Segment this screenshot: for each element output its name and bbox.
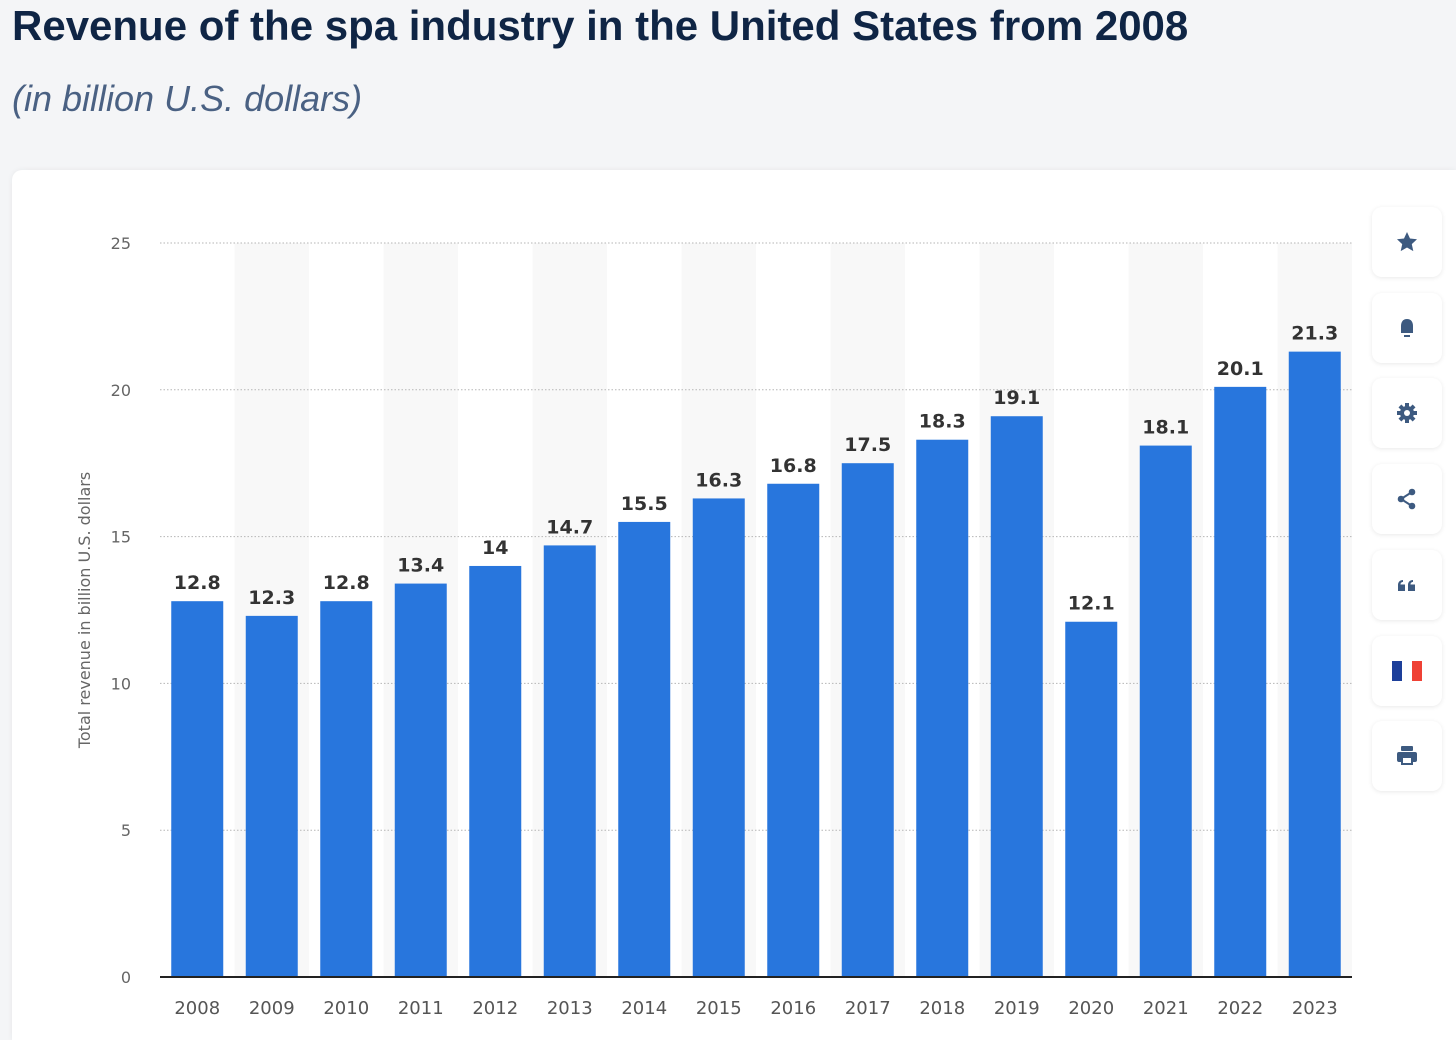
bar-2012	[469, 565, 522, 977]
data-label: 12.8	[323, 572, 370, 594]
data-label: 16.8	[770, 455, 817, 477]
quote-icon	[1398, 580, 1415, 591]
bar-2008	[171, 601, 224, 977]
x-tick-label: 2009	[249, 998, 295, 1019]
data-label: 18.3	[919, 411, 966, 433]
x-tick-label: 2016	[770, 998, 816, 1019]
bar-2010	[320, 601, 373, 977]
y-tick-label: 5	[121, 821, 131, 840]
bar-2015	[692, 498, 745, 977]
cite-button[interactable]	[1372, 550, 1442, 620]
x-tick-label: 2017	[845, 998, 891, 1019]
x-tick-label: 2020	[1068, 998, 1114, 1019]
y-axis-label: Total revenue in billion U.S. dollars	[75, 472, 94, 749]
language-button[interactable]	[1372, 636, 1442, 706]
x-tick-label: 2012	[472, 998, 518, 1019]
y-tick-label: 15	[111, 528, 131, 547]
x-tick-label: 2018	[919, 998, 965, 1019]
x-tick-label: 2021	[1143, 998, 1189, 1019]
data-label: 19.1	[993, 387, 1040, 409]
y-tick-label: 25	[111, 234, 131, 253]
bar-2017	[841, 463, 894, 977]
bar-2011	[394, 583, 447, 977]
x-tick-label: 2011	[398, 998, 444, 1019]
x-tick-label: 2015	[696, 998, 742, 1019]
bar-2021	[1139, 445, 1192, 978]
data-label: 14	[482, 537, 508, 559]
data-label: 16.3	[695, 469, 742, 491]
share-icon	[1397, 488, 1416, 510]
x-tick-label: 2014	[621, 998, 667, 1019]
gear-icon	[1397, 403, 1417, 423]
bar-2020	[1065, 621, 1118, 977]
print-icon	[1397, 746, 1417, 765]
data-label: 14.7	[546, 516, 593, 538]
french-flag-icon	[1392, 661, 1422, 681]
x-tick-label: 2013	[547, 998, 593, 1019]
page-subtitle: (in billion U.S. dollars)	[12, 78, 363, 119]
x-tick-label: 2008	[174, 998, 220, 1019]
settings-button[interactable]	[1372, 378, 1442, 448]
y-tick-label: 20	[111, 381, 131, 400]
share-button[interactable]	[1372, 464, 1442, 534]
star-icon	[1397, 232, 1417, 252]
data-label: 15.5	[621, 493, 668, 515]
bar-2019	[990, 416, 1043, 977]
x-tick-label: 2010	[323, 998, 369, 1019]
bar-2016	[767, 483, 820, 977]
y-tick-label: 10	[111, 674, 131, 693]
data-label: 21.3	[1291, 323, 1338, 345]
data-label: 13.4	[397, 555, 444, 577]
bar-2018	[916, 439, 969, 977]
bar-2014	[618, 521, 671, 977]
print-button[interactable]	[1372, 721, 1442, 791]
bar-2022	[1214, 386, 1267, 977]
x-tick-label: 2022	[1217, 998, 1263, 1019]
favorite-button[interactable]	[1372, 207, 1442, 277]
x-tick-label: 2023	[1292, 998, 1338, 1019]
bar-2023	[1288, 351, 1341, 978]
page-title: Revenue of the spa industry in the Unite…	[12, 2, 1189, 49]
data-label: 12.8	[174, 572, 221, 594]
data-label: 20.1	[1217, 358, 1264, 380]
bell-icon	[1401, 319, 1413, 337]
y-tick-label: 0	[121, 968, 131, 987]
data-label: 12.3	[248, 587, 295, 609]
notification-button[interactable]	[1372, 293, 1442, 363]
bar-2009	[245, 615, 298, 977]
data-label: 17.5	[844, 434, 891, 456]
x-tick-label: 2019	[994, 998, 1040, 1019]
data-label: 12.1	[1068, 593, 1115, 615]
data-label: 18.1	[1142, 417, 1189, 439]
bar-2013	[543, 545, 596, 977]
